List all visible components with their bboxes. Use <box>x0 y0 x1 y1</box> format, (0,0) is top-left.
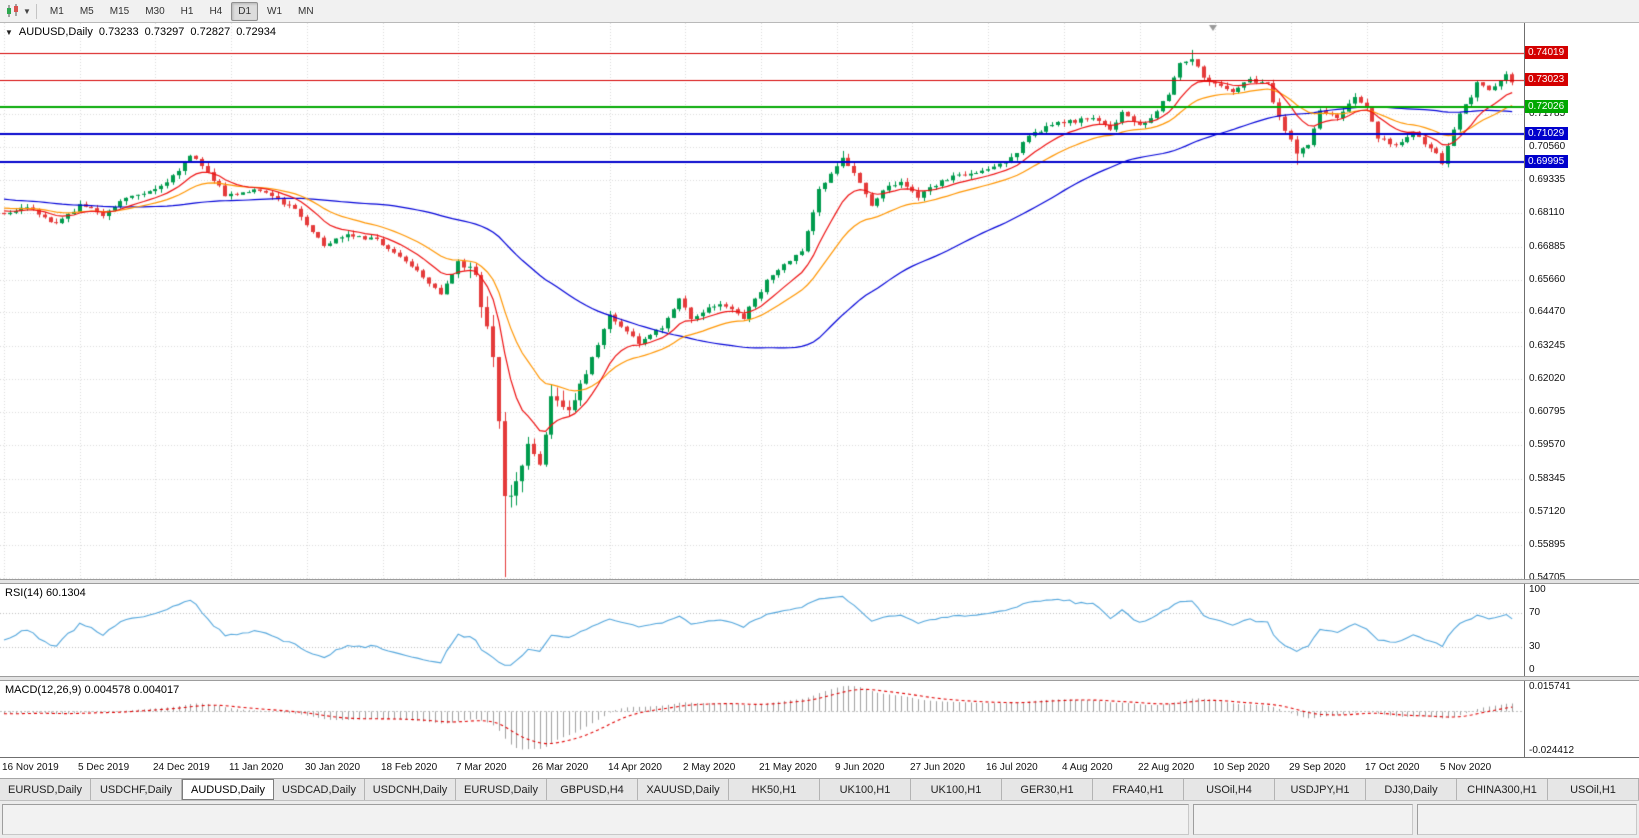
price-axis-label: 0.68110 <box>1529 207 1565 218</box>
rsi-chart-canvas[interactable] <box>0 584 1524 676</box>
chart-tab-8[interactable]: HK50,H1 <box>729 779 820 800</box>
toolbar-separator <box>35 3 37 19</box>
rsi-axis-label: 100 <box>1529 584 1546 595</box>
timeframe-button-w1[interactable]: W1 <box>267 5 283 17</box>
time-axis-label: 10 Sep 2020 <box>1213 762 1270 773</box>
time-axis-label: 29 Sep 2020 <box>1289 762 1346 773</box>
status-cell <box>1417 804 1637 835</box>
chart-type-icon[interactable] <box>3 2 23 20</box>
timeframe-button-h1[interactable]: H1 <box>180 5 194 17</box>
price-axis-label: 0.54705 <box>1529 572 1566 579</box>
rsi-axis-label: 0 <box>1529 664 1535 675</box>
price-axis-label: 0.60795 <box>1529 406 1566 417</box>
time-axis-label: 27 Jun 2020 <box>910 762 966 773</box>
price-axis-label: 0.66885 <box>1529 241 1566 252</box>
timeframe-toolbar: ▼ M1 M5 M15 M30 H1 H4 D1 W1 MN <box>0 0 1639 23</box>
chart-tab-11[interactable]: GER30,H1 <box>1002 779 1093 800</box>
price-line-badge: 0.73023 <box>1525 73 1569 86</box>
price-axis-label: 0.62020 <box>1529 373 1566 384</box>
rsi-axis: 100 70 30 0 <box>1524 584 1639 676</box>
time-axis-label: 26 Mar 2020 <box>532 762 589 773</box>
time-axis-label: 5 Nov 2020 <box>1440 762 1492 773</box>
macd-chart-canvas[interactable] <box>0 681 1524 757</box>
time-axis-label: 4 Aug 2020 <box>1062 762 1113 773</box>
timeframe-button-d1[interactable]: D1 <box>231 1 259 21</box>
chart-tab-1[interactable]: USDCHF,Daily <box>91 779 182 800</box>
chart-tab-14[interactable]: USDJPY,H1 <box>1275 779 1366 800</box>
timeframe-button-m30[interactable]: M30 <box>145 5 165 17</box>
timeframe-button-mn[interactable]: MN <box>298 5 314 17</box>
price-line-badge: 0.74019 <box>1525 46 1569 59</box>
price-axis-label: 0.58345 <box>1529 473 1566 484</box>
chart-tab-4[interactable]: USDCNH,Daily <box>365 779 456 800</box>
price-axis-label: 0.55895 <box>1529 539 1566 550</box>
time-axis-label: 11 Jan 2020 <box>229 762 284 773</box>
price-line-badge: 0.71029 <box>1525 127 1569 140</box>
chart-tab-9[interactable]: UK100,H1 <box>820 779 911 800</box>
time-axis-label: 21 May 2020 <box>759 762 817 773</box>
rsi-axis-label: 30 <box>1529 641 1541 652</box>
chart-tab-7[interactable]: XAUUSD,Daily <box>638 779 729 800</box>
time-axis-label: 24 Dec 2019 <box>153 762 210 773</box>
price-line-badge: 0.69995 <box>1525 155 1569 168</box>
macd-axis-label: -0.024412 <box>1529 745 1575 756</box>
time-axis-label: 2 May 2020 <box>683 762 736 773</box>
time-axis-label: 16 Jul 2020 <box>986 762 1038 773</box>
price-axis-label: 0.59570 <box>1529 439 1566 450</box>
time-axis: 16 Nov 2019 5 Dec 2019 24 Dec 2019 11 Jan 2… <box>0 757 1639 778</box>
chevron-down-icon[interactable]: ▼ <box>23 6 31 16</box>
chart-tab-13[interactable]: USOil,H4 <box>1184 779 1275 800</box>
chart-tab-16[interactable]: CHINA300,H1 <box>1457 779 1548 800</box>
time-axis-label: 30 Jan 2020 <box>305 762 361 773</box>
rsi-pane: 100 70 30 0 RSI(14) 60.1304 <box>0 584 1639 676</box>
chart-tab-12[interactable]: FRA40,H1 <box>1093 779 1184 800</box>
price-axis-label: 0.64470 <box>1529 306 1566 317</box>
chart-tab-10[interactable]: UK100,H1 <box>911 779 1002 800</box>
pane-splitter[interactable] <box>0 676 1639 681</box>
timeframe-button-m5[interactable]: M5 <box>79 5 94 17</box>
chart-tab-3[interactable]: USDCAD,Daily <box>274 779 365 800</box>
time-axis-label: 9 Jun 2020 <box>835 762 885 773</box>
time-axis-label: 16 Nov 2019 <box>2 762 59 773</box>
time-axis-label: 5 Dec 2019 <box>78 762 130 773</box>
chart-tab-2[interactable]: AUDUSD,Daily <box>182 779 274 800</box>
chart-tab-17[interactable]: USOil,H1 <box>1548 779 1639 800</box>
status-bar <box>0 800 1639 838</box>
timeframe-button-group: M1 M5 M15 M30 H1 H4 D1 W1 MN <box>43 1 321 21</box>
rsi-axis-label: 70 <box>1529 607 1541 618</box>
price-chart-canvas[interactable] <box>0 23 1524 579</box>
chart-window: 0.71785 0.70560 0.69335 0.68110 0.66885 0.656… <box>0 23 1639 778</box>
symbol-dropdown-icon[interactable]: ▼ <box>5 27 13 37</box>
chart-tab-6[interactable]: GBPUSD,H4 <box>547 779 638 800</box>
chart-tab-5[interactable]: EURUSD,Daily <box>456 779 547 800</box>
chart-tabs-bar: EURUSD,Daily USDCHF,Daily AUDUSD,Daily USDC… <box>0 778 1639 800</box>
time-axis-label: 22 Aug 2020 <box>1138 762 1195 773</box>
price-axis-label: 0.57120 <box>1529 506 1566 517</box>
candlestick-icon <box>7 4 18 17</box>
timeframe-button-m15[interactable]: M15 <box>109 5 130 17</box>
time-axis-label: 18 Feb 2020 <box>381 762 438 773</box>
status-cell <box>2 804 1189 835</box>
price-axis-label: 0.65660 <box>1529 274 1566 285</box>
time-axis-label: 7 Mar 2020 <box>456 762 507 773</box>
time-axis-label: 17 Oct 2020 <box>1365 762 1420 773</box>
status-cell <box>1193 804 1413 835</box>
price-axis-label: 0.71785 <box>1529 108 1566 119</box>
pane-splitter[interactable] <box>0 579 1639 584</box>
price-axis: 0.71785 0.70560 0.69335 0.68110 0.66885 0.656… <box>1524 23 1639 579</box>
macd-axis-label: 0.015741 <box>1529 681 1571 692</box>
chart-tab-15[interactable]: DJ30,Daily <box>1366 779 1457 800</box>
chart-tab-0[interactable]: EURUSD,Daily <box>0 779 91 800</box>
price-pane: 0.71785 0.70560 0.69335 0.68110 0.66885 0.656… <box>0 23 1639 579</box>
macd-axis: 0.015741 -0.024412 <box>1524 681 1639 757</box>
timeframe-button-h4[interactable]: H4 <box>209 5 223 17</box>
price-axis-label: 0.69335 <box>1529 174 1566 185</box>
price-line-badge: 0.72026 <box>1525 100 1569 113</box>
price-axis-label: 0.63245 <box>1529 340 1566 351</box>
price-axis-label: 0.70560 <box>1529 141 1566 152</box>
macd-pane: 0.015741 -0.024412 MACD(12,26,9) 0.004578… <box>0 681 1639 757</box>
time-axis-label: 14 Apr 2020 <box>608 762 662 773</box>
timeframe-button-m1[interactable]: M1 <box>49 5 64 17</box>
